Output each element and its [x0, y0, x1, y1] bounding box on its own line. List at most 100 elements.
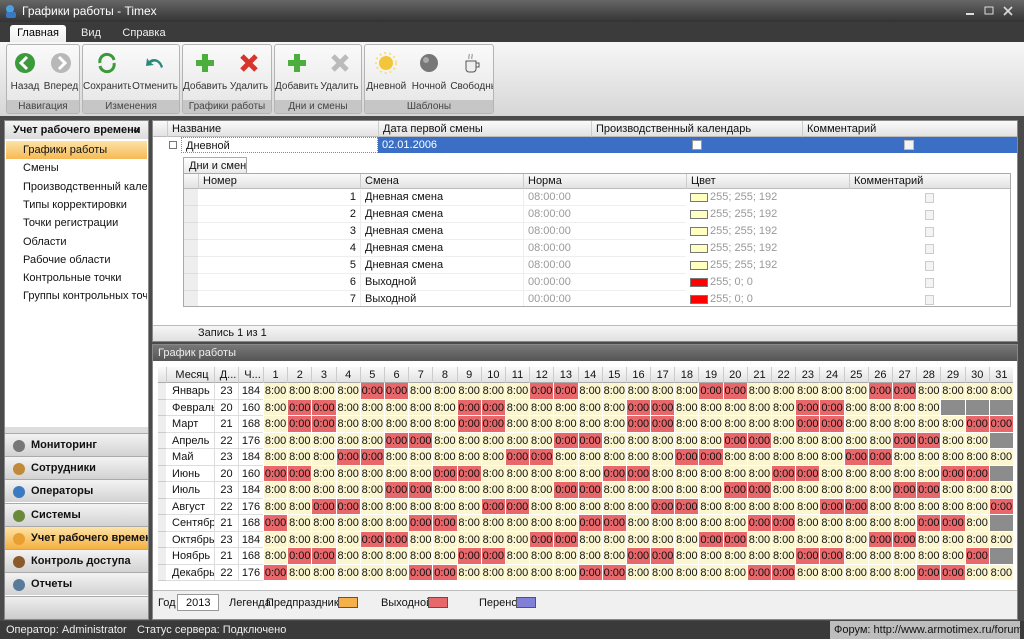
- day-cell[interactable]: 8:00: [601, 482, 626, 499]
- day-cell[interactable]: 8:00: [625, 564, 651, 581]
- day-cell[interactable]: 8:00: [432, 531, 457, 548]
- month-hours[interactable]: 176: [238, 498, 263, 515]
- day-header[interactable]: 2: [287, 367, 311, 383]
- day-cell[interactable]: 8:00: [867, 399, 893, 416]
- day-cell[interactable]: 8:00: [698, 515, 723, 532]
- day-header[interactable]: 26: [867, 367, 892, 383]
- day-cell[interactable]: 8:00: [771, 432, 796, 449]
- day-cell[interactable]: 8:00: [529, 465, 554, 482]
- day-cell[interactable]: 8:00: [916, 548, 941, 565]
- month-hours[interactable]: 176: [238, 432, 263, 449]
- day-cell[interactable]: 8:00: [335, 515, 360, 532]
- day-cell[interactable]: 8:00: [335, 399, 360, 416]
- column-header[interactable]: Цвет: [686, 174, 849, 189]
- day-cell[interactable]: 8:00: [504, 383, 530, 400]
- day-cell[interactable]: 8:00: [359, 465, 384, 482]
- day-cell[interactable]: 8:00: [408, 449, 433, 466]
- day-cell[interactable]: 8:00: [263, 432, 288, 449]
- day-cell[interactable]: 8:00: [771, 416, 796, 433]
- day-cell[interactable]: 8:00: [287, 515, 312, 532]
- day-cell[interactable]: 0:00: [940, 564, 965, 581]
- day-cell[interactable]: 8:00: [601, 383, 626, 400]
- day-cell[interactable]: 0:00: [311, 399, 336, 416]
- day-cell[interactable]: [940, 399, 965, 416]
- sidebar-item[interactable]: Точки регистрации: [23, 217, 119, 230]
- day-cell[interactable]: 8:00: [771, 383, 796, 400]
- day-cell[interactable]: 8:00: [263, 399, 288, 416]
- day-cell[interactable]: 8:00: [359, 399, 384, 416]
- month-name[interactable]: Август: [166, 499, 214, 515]
- day-cell[interactable]: 8:00: [335, 564, 360, 581]
- day-cell[interactable]: 8:00: [311, 383, 336, 400]
- ribbon-button[interactable]: Отменить: [131, 47, 179, 99]
- day-cell[interactable]: 8:00: [625, 383, 651, 400]
- day-cell[interactable]: 8:00: [674, 465, 699, 482]
- day-cell[interactable]: 0:00: [771, 564, 796, 581]
- month-hours[interactable]: 184: [238, 482, 263, 499]
- day-cell[interactable]: [964, 399, 989, 416]
- day-cell[interactable]: 8:00: [795, 531, 820, 548]
- day-cell[interactable]: 8:00: [311, 482, 336, 499]
- day-cell[interactable]: 0:00: [698, 531, 723, 548]
- nav-button[interactable]: Отчеты: [5, 572, 148, 596]
- day-header[interactable]: 9: [456, 367, 481, 383]
- day-cell[interactable]: 8:00: [529, 564, 554, 581]
- month-days[interactable]: 23: [214, 482, 238, 499]
- month-hours[interactable]: 168: [238, 548, 263, 565]
- shift-name[interactable]: Выходной: [360, 274, 523, 291]
- day-cell[interactable]: 8:00: [867, 416, 893, 433]
- day-cell[interactable]: 0:00: [577, 432, 602, 449]
- shift-norm[interactable]: 08:00:00: [523, 206, 686, 223]
- day-cell[interactable]: 8:00: [480, 465, 505, 482]
- day-cell[interactable]: 0:00: [940, 515, 965, 532]
- day-cell[interactable]: 8:00: [553, 564, 578, 581]
- day-cell[interactable]: 8:00: [964, 432, 989, 449]
- day-cell[interactable]: 8:00: [480, 531, 505, 548]
- day-cell[interactable]: 8:00: [480, 383, 505, 400]
- sidebar-item[interactable]: Производственный кален...: [23, 180, 147, 193]
- month-days[interactable]: 22: [214, 498, 238, 515]
- sidebar-item[interactable]: Контрольные точки: [23, 272, 122, 285]
- day-cell[interactable]: 0:00: [746, 564, 772, 581]
- day-cell[interactable]: 0:00: [771, 465, 796, 482]
- day-cell[interactable]: 8:00: [722, 465, 747, 482]
- day-cell[interactable]: 8:00: [504, 399, 530, 416]
- shift-color[interactable]: 255; 0; 0: [710, 293, 753, 305]
- column-header[interactable]: Норма: [523, 174, 686, 189]
- day-cell[interactable]: 8:00: [504, 432, 530, 449]
- day-cell[interactable]: 8:00: [746, 531, 772, 548]
- day-cell[interactable]: 8:00: [867, 482, 893, 499]
- ribbon-tab[interactable]: Главная: [10, 25, 66, 42]
- day-cell[interactable]: 8:00: [456, 449, 481, 466]
- day-cell[interactable]: 8:00: [601, 399, 626, 416]
- day-cell[interactable]: 8:00: [867, 515, 893, 532]
- day-cell[interactable]: 8:00: [698, 399, 723, 416]
- day-cell[interactable]: 0:00: [529, 449, 554, 466]
- day-cell[interactable]: 0:00: [771, 515, 796, 532]
- day-cell[interactable]: 8:00: [940, 383, 965, 400]
- day-cell[interactable]: 8:00: [771, 482, 796, 499]
- day-cell[interactable]: 8:00: [335, 548, 360, 565]
- day-cell[interactable]: 0:00: [577, 515, 602, 532]
- day-cell[interactable]: 0:00: [650, 399, 675, 416]
- day-header[interactable]: 21: [746, 367, 771, 383]
- day-cell[interactable]: 8:00: [867, 465, 893, 482]
- day-cell[interactable]: 8:00: [335, 432, 360, 449]
- shift-color[interactable]: 255; 0; 0: [710, 276, 753, 288]
- day-cell[interactable]: 8:00: [650, 465, 675, 482]
- day-cell[interactable]: 8:00: [650, 515, 675, 532]
- day-cell[interactable]: 0:00: [795, 465, 820, 482]
- day-cell[interactable]: 8:00: [529, 399, 554, 416]
- day-cell[interactable]: 8:00: [819, 515, 844, 532]
- day-cell[interactable]: 0:00: [843, 498, 868, 515]
- day-cell[interactable]: 8:00: [287, 564, 312, 581]
- day-cell[interactable]: 0:00: [480, 416, 505, 433]
- forum-link[interactable]: Форум: http://www.armotimex.ru/forum/: [830, 621, 1020, 639]
- day-cell[interactable]: 0:00: [892, 531, 917, 548]
- day-cell[interactable]: 0:00: [359, 449, 384, 466]
- day-cell[interactable]: 8:00: [577, 548, 602, 565]
- column-header[interactable]: Смена: [360, 174, 523, 189]
- day-cell[interactable]: 8:00: [722, 399, 747, 416]
- day-header[interactable]: 28: [916, 367, 940, 383]
- grid-cell[interactable]: 02.01.2006: [378, 137, 591, 153]
